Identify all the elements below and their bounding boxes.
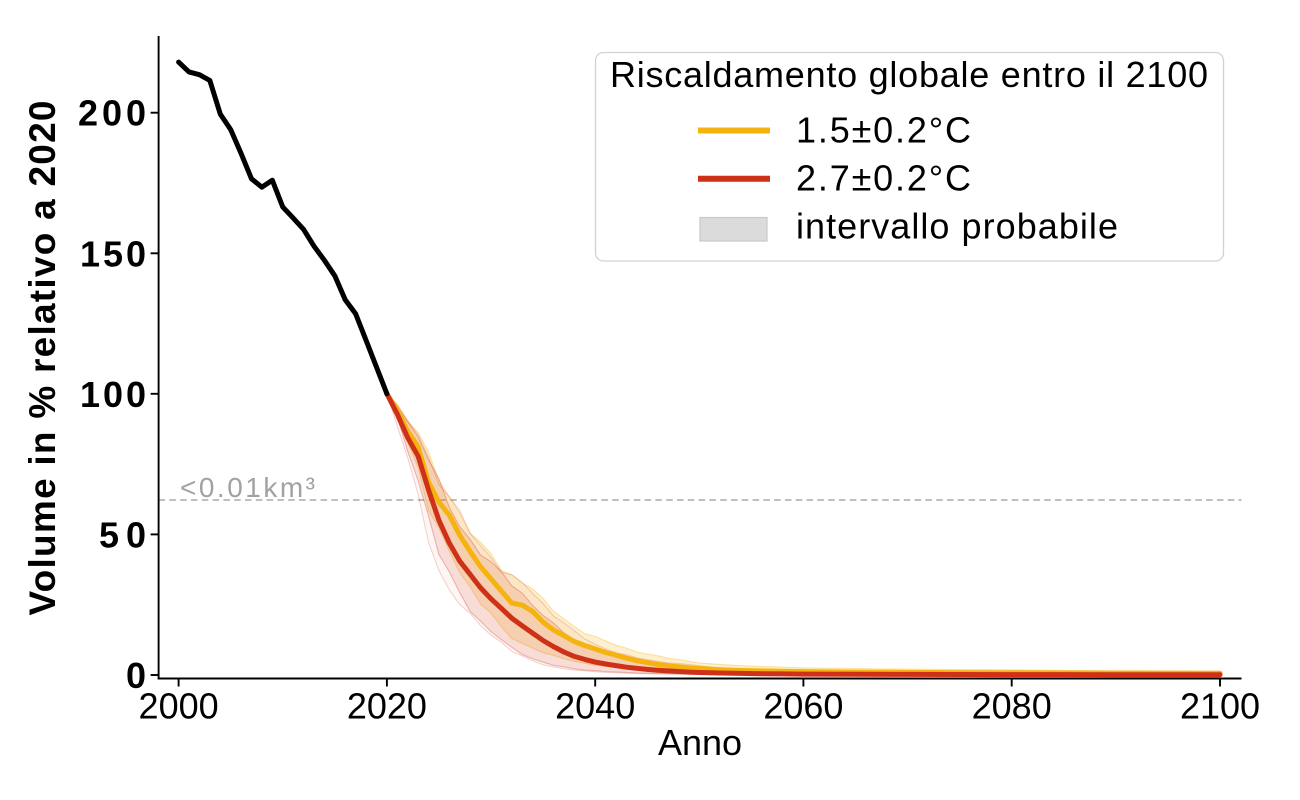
- svg-text:intervallo probabile: intervallo probabile: [796, 206, 1118, 247]
- svg-text:2060: 2060: [763, 686, 843, 727]
- svg-text:2020: 2020: [347, 686, 427, 727]
- svg-text:2000: 2000: [139, 686, 219, 727]
- svg-text:150: 150: [80, 233, 146, 274]
- svg-text:Riscaldamento globale entro il: Riscaldamento globale entro il 2100: [610, 54, 1208, 95]
- svg-text:2040: 2040: [555, 686, 635, 727]
- svg-text:2.7±0.2°C: 2.7±0.2°C: [796, 158, 971, 199]
- svg-text:100: 100: [80, 374, 146, 415]
- svg-text:<0.01km³: <0.01km³: [180, 472, 315, 503]
- svg-text:2080: 2080: [972, 686, 1052, 727]
- svg-text:1.5±0.2°C: 1.5±0.2°C: [796, 110, 971, 151]
- svg-text:2100: 2100: [1180, 686, 1260, 727]
- svg-text:Volume in % relativo a 2020: Volume in % relativo a 2020: [22, 101, 63, 616]
- svg-text:0: 0: [126, 655, 146, 696]
- svg-text:200: 200: [78, 93, 146, 134]
- svg-text:Anno: Anno: [658, 722, 742, 763]
